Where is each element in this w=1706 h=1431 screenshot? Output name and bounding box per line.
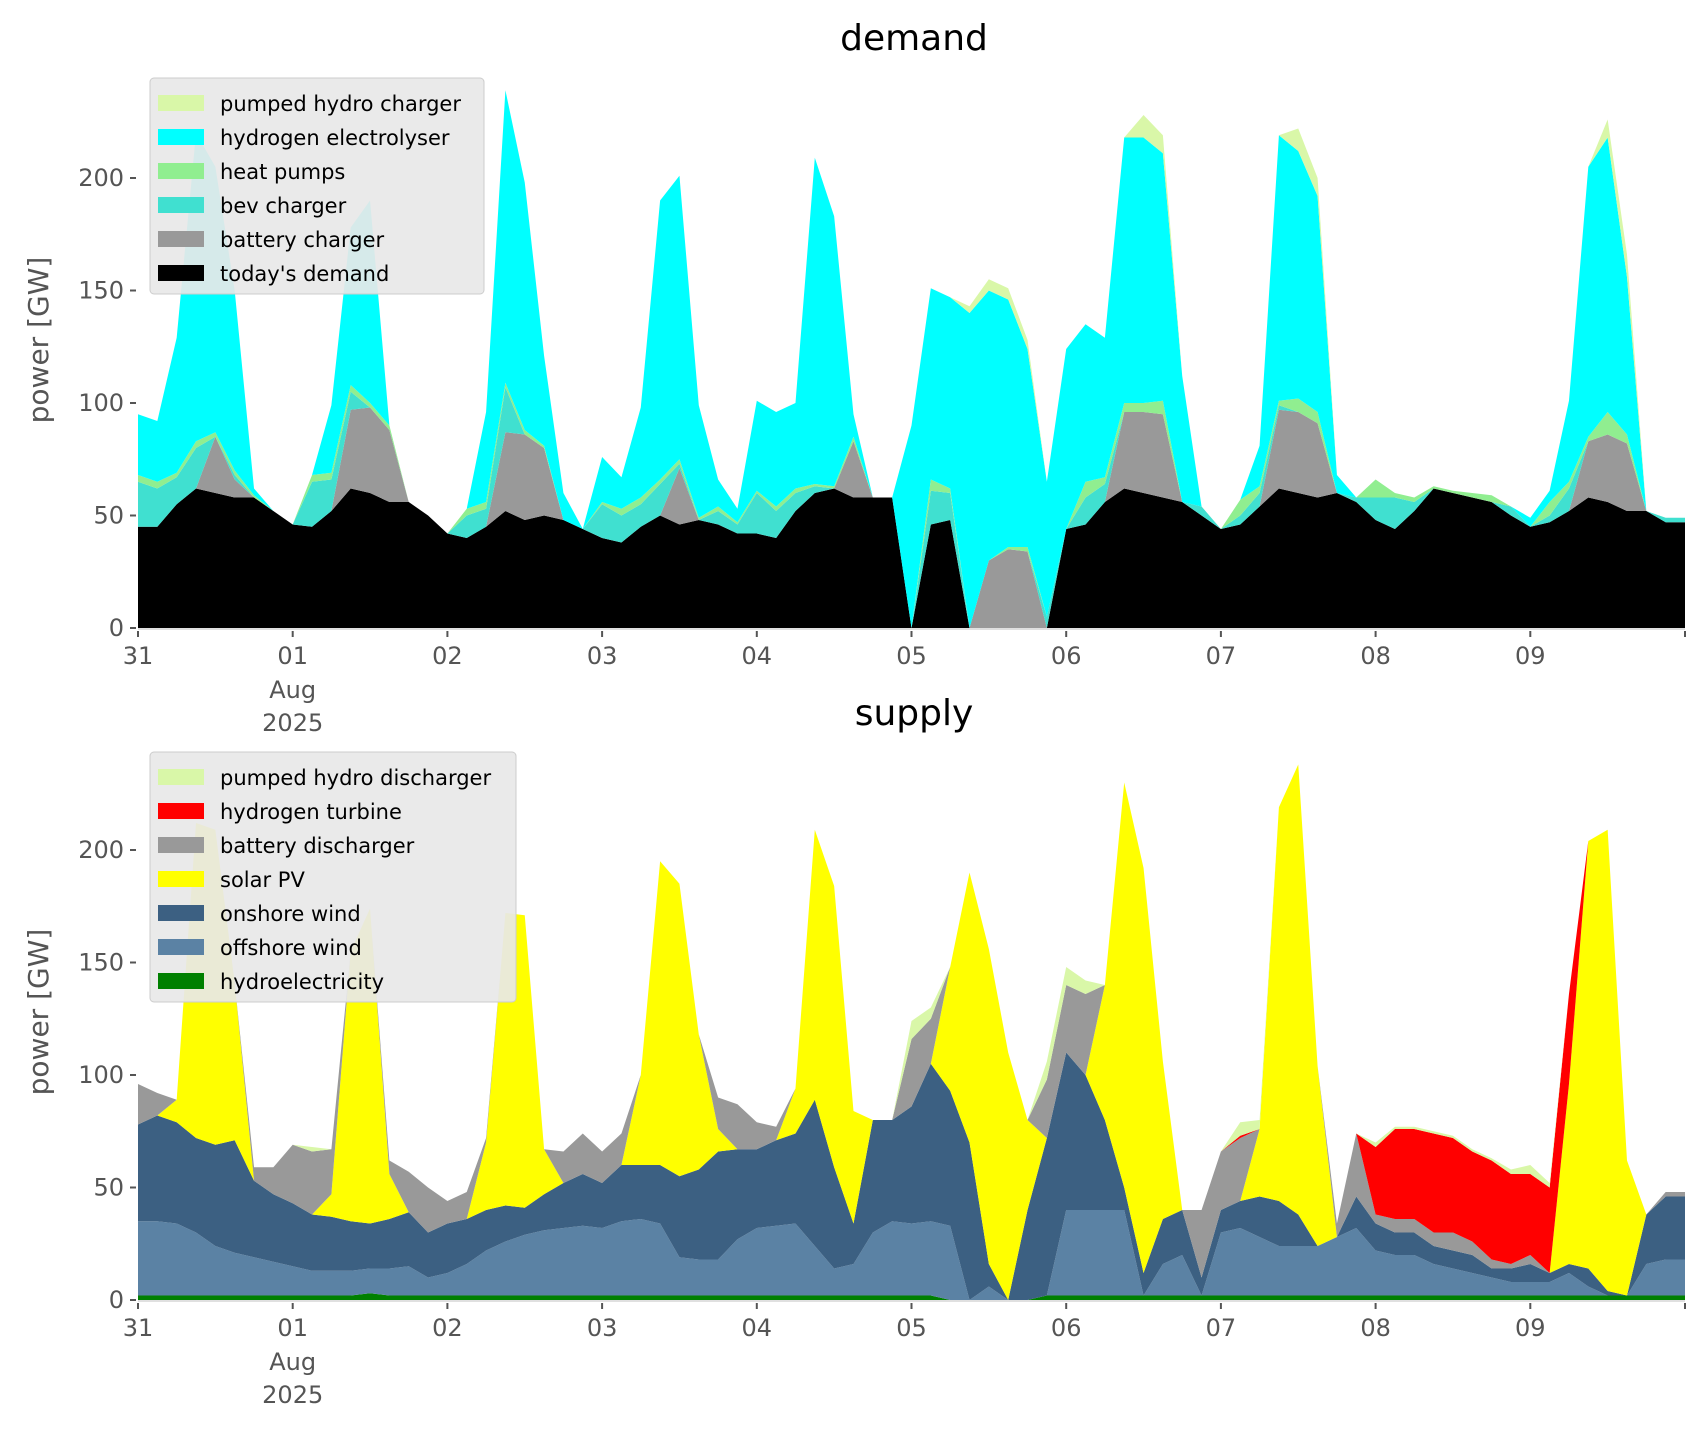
y-tick-label: 50 [93, 502, 124, 530]
legend-box [149, 77, 485, 295]
legend-label: pumped hydro charger [220, 92, 461, 116]
y-tick-label: 50 [93, 1174, 124, 1202]
y-tick-label: 200 [78, 164, 124, 192]
legend-label: hydrogen turbine [220, 800, 402, 824]
y-tick-label: 0 [109, 614, 124, 642]
legend-swatch [158, 95, 204, 111]
legend-label: bev charger [220, 194, 347, 218]
area-hydroelectricity [138, 1293, 1685, 1300]
legend-swatch [158, 803, 204, 819]
x-tick-label: 08 [1360, 642, 1391, 670]
legend-label: battery discharger [220, 834, 415, 858]
supply-axes: 0 50 100 150 200 31 01 Aug 2025 02 03 04 05 06 07 08 09 [78, 836, 1686, 1409]
demand-axes: 0 50 100 150 200 31 01 Aug 2025 02 03 04 05 06 07 08 09 [78, 164, 1686, 737]
x-tick-label: 05 [896, 642, 927, 670]
legend-swatch [158, 939, 204, 955]
area-offshore-wind [138, 1210, 1685, 1300]
x-tick-label: 31 [123, 1314, 154, 1342]
legend-swatch [158, 163, 204, 179]
legend-swatch [158, 231, 204, 247]
x-tick-label: 06 [1051, 642, 1082, 670]
chart-title-supply: supply [855, 693, 974, 734]
supply-chart: supply 0 50 100 150 200 31 01 Aug 2025 02 03 04 05 06… [22, 693, 1686, 1409]
x-tick-label: 09 [1515, 642, 1546, 670]
legend-label: hydrogen electrolyser [220, 126, 450, 150]
x-tick-sublabel: Aug [269, 1348, 316, 1376]
x-tick-label: 04 [742, 1314, 773, 1342]
y-tick-label: 0 [109, 1286, 124, 1314]
x-tick-sublabel: Aug [269, 676, 316, 704]
x-tick-label: 09 [1515, 1314, 1546, 1342]
area-onshore-wind [138, 1052, 1685, 1300]
legend-label: battery charger [220, 228, 385, 252]
demand-chart: demand 0 50 100 150 200 31 01 Aug 2025 02 03 04 05 06… [22, 18, 1686, 737]
x-tick-label: 06 [1051, 1314, 1082, 1342]
legend-swatch [158, 837, 204, 853]
x-tick-label: 03 [587, 1314, 618, 1342]
x-tick-label: 07 [1206, 642, 1237, 670]
legend-label: heat pumps [220, 160, 345, 184]
y-axis-label-supply: power [GW] [22, 929, 55, 1096]
legend-label: pumped hydro discharger [220, 766, 491, 790]
area-bev-charger [138, 387, 1685, 628]
legend-label: onshore wind [220, 902, 361, 926]
supply-areas [138, 764, 1685, 1300]
legend-label: offshore wind [220, 936, 362, 960]
area-today-s-demand [138, 488, 1685, 628]
y-axis-label-demand: power [GW] [22, 257, 55, 424]
legend-swatch [158, 905, 204, 921]
x-tick-label: 31 [123, 642, 154, 670]
y-tick-label: 150 [78, 277, 124, 305]
x-tick-label: 08 [1360, 1314, 1391, 1342]
legend-box [149, 751, 517, 1003]
legend-label: solar PV [220, 868, 305, 892]
y-tick-label: 150 [78, 949, 124, 977]
demand-areas [138, 90, 1685, 628]
x-tick-label: 05 [896, 1314, 927, 1342]
y-tick-label: 100 [78, 1061, 124, 1089]
legend-label: today's demand [220, 262, 389, 286]
supply-legend: pumped hydro discharger hydrogen turbine b… [149, 751, 517, 1003]
legend-swatch [158, 265, 204, 281]
chart-title-demand: demand [840, 18, 988, 59]
x-tick-label: 07 [1206, 1314, 1237, 1342]
x-tick-sublabel: 2025 [262, 1381, 323, 1409]
area-hydrogen-turbine [138, 764, 1685, 1273]
area-solar-pv [138, 764, 1685, 1300]
legend-swatch [158, 197, 204, 213]
x-tick-label: 03 [587, 642, 618, 670]
x-tick-label: 01 [277, 642, 308, 670]
area-battery-charger [138, 407, 1685, 628]
demand-legend: pumped hydro charger hydrogen electrolyse… [149, 77, 485, 295]
x-tick-sublabel: 2025 [262, 709, 323, 737]
area-hydrogen-electrolyser [138, 90, 1685, 628]
x-tick-label: 02 [432, 1314, 463, 1342]
legend-swatch [158, 973, 204, 989]
legend-label: hydroelectricity [220, 970, 384, 994]
y-tick-label: 200 [78, 836, 124, 864]
legend-swatch [158, 769, 204, 785]
legend-swatch [158, 129, 204, 145]
x-tick-label: 02 [432, 642, 463, 670]
x-tick-label: 01 [277, 1314, 308, 1342]
y-tick-label: 100 [78, 389, 124, 417]
legend-swatch [158, 871, 204, 887]
x-tick-label: 04 [742, 642, 773, 670]
